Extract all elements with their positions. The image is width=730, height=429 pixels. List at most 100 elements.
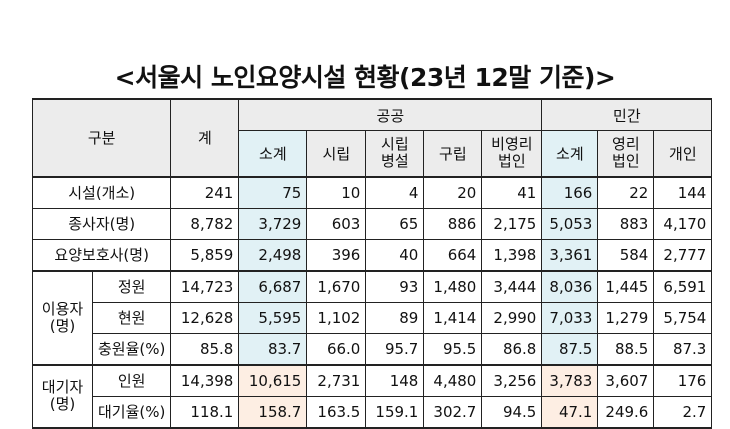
table-cell: 2,731 — [306, 363, 367, 397]
public-col-header: 구립 — [423, 130, 483, 177]
row-label: 정원 — [91, 269, 172, 303]
table-row: 대기율(%) 118.1 158.7 163.5 159.1 302.7 94.5 47.1 2… — [33, 395, 713, 429]
table-cell: 88.5 — [597, 332, 655, 365]
table-cell: 7,033 — [541, 301, 599, 334]
row-label: 시설(개소) — [31, 175, 172, 209]
table-cell: 41 — [481, 175, 543, 209]
page-title: <서울시 노인요양시설 현황(23년 12말 기준)> — [114, 63, 616, 92]
table-cell: 5,754 — [653, 301, 713, 334]
table-cell: 2.7 — [653, 395, 713, 429]
table-cell: 89 — [365, 301, 425, 334]
table-row: 현원 12,628 5,595 1,102 89 1,414 2,990 7,033 1,279… — [33, 301, 713, 334]
table-cell: 93 — [365, 269, 425, 303]
table-cell: 584 — [597, 238, 655, 271]
table-cell: 3,607 — [597, 363, 655, 397]
table-cell: 163.5 — [306, 395, 367, 429]
table-cell: 40 — [365, 238, 425, 271]
row-label: 현원 — [91, 301, 172, 334]
row-label: 대기율(%) — [91, 395, 172, 429]
table-cell: 8,782 — [170, 207, 240, 240]
table-cell: 3,729 — [238, 207, 308, 240]
table-cell: 87.5 — [541, 332, 599, 365]
table-cell: 3,444 — [481, 269, 543, 303]
table-cell: 396 — [306, 238, 367, 271]
public-col-header: 비영리 법인 — [481, 130, 543, 177]
nursing-facility-table: 구분 계 공공 민간 소계 시립 시립 병설 구립 비영리 법인 소계 영리 법인 개인 시설(개소… — [31, 98, 713, 429]
public-col-header: 시립 — [306, 130, 367, 177]
public-col-header: 시립 병설 — [365, 130, 425, 177]
row-label: 충원율(%) — [91, 332, 172, 365]
table-cell: 10 — [306, 175, 367, 209]
table-cell: 148 — [365, 363, 425, 397]
row-label: 요양보호사(명) — [31, 238, 172, 271]
table-row: 대기자 (명) 인원 14,398 10,615 2,731 148 4,480 3,256 3,… — [32, 363, 713, 429]
table-cell: 6,687 — [238, 269, 308, 303]
table-cell: 5,053 — [541, 207, 599, 240]
table-row: 시설(개소) 241 75 10 4 20 41 166 22 144 — [31, 175, 713, 209]
table-cell: 249.6 — [597, 395, 655, 429]
table-cell: 86.8 — [481, 332, 543, 365]
table-cell: 47.1 — [541, 395, 599, 429]
table-cell: 94.5 — [481, 395, 543, 429]
public-col-header: 소계 — [238, 130, 308, 177]
table-cell: 2,777 — [653, 238, 713, 271]
private-header: 민간 — [541, 98, 713, 131]
table-cell: 95.5 — [423, 332, 483, 365]
table-cell: 6,591 — [653, 269, 713, 303]
table-cell: 302.7 — [423, 395, 483, 429]
table-cell: 3,256 — [481, 363, 543, 397]
table-cell: 5,859 — [170, 238, 240, 271]
table-cell: 95.7 — [365, 332, 425, 365]
table-cell: 603 — [306, 207, 367, 240]
table-cell: 5,595 — [238, 301, 308, 334]
table-cell: 22 — [597, 175, 655, 209]
table-cell: 4 — [365, 175, 425, 209]
table-cell: 20 — [423, 175, 483, 209]
table-cell: 10,615 — [238, 363, 308, 397]
table-cell: 14,398 — [170, 363, 240, 397]
table-cell: 1,102 — [306, 301, 367, 334]
table-cell: 2,175 — [481, 207, 543, 240]
table-row: 이용자 (명) 정원 14,723 6,687 1,670 93 1,480 3,444 8,03… — [32, 269, 713, 365]
table-row: 요양보호사(명) 5,859 2,498 396 40 664 1,398 3,361 584 2… — [31, 238, 713, 271]
table-cell: 664 — [423, 238, 483, 271]
table-cell: 14,723 — [170, 269, 240, 303]
public-header: 공공 — [238, 98, 543, 131]
table-cell: 66.0 — [306, 332, 367, 365]
private-col-header: 소계 — [541, 130, 599, 177]
group-label: 대기자 (명) — [32, 363, 93, 429]
private-col-header: 영리 법인 — [597, 130, 655, 177]
table-cell: 8,036 — [541, 269, 599, 303]
table-cell: 4,170 — [653, 207, 713, 240]
table-cell: 3,783 — [541, 363, 599, 397]
table-cell: 118.1 — [170, 395, 240, 429]
table-row: 충원율(%) 85.8 83.7 66.0 95.7 95.5 86.8 87.5 88.5 87… — [33, 332, 713, 365]
table-cell: 1,480 — [423, 269, 483, 303]
table-cell: 1,279 — [597, 301, 655, 334]
table-cell: 3,361 — [541, 238, 599, 271]
private-col-header: 개인 — [653, 130, 713, 177]
table-cell: 65 — [365, 207, 425, 240]
row-label: 종사자(명) — [31, 207, 172, 240]
table-cell: 166 — [541, 175, 599, 209]
table-cell: 883 — [597, 207, 655, 240]
table-cell: 75 — [238, 175, 308, 209]
table-cell: 83.7 — [238, 332, 308, 365]
table-row: 종사자(명) 8,782 3,729 603 65 886 2,175 5,053 883 4,1… — [31, 207, 713, 240]
table-cell: 886 — [423, 207, 483, 240]
table-cell: 87.3 — [653, 332, 713, 365]
table-cell: 241 — [170, 175, 240, 209]
table-cell: 85.8 — [170, 332, 240, 365]
table-cell: 176 — [653, 363, 713, 397]
row-label: 인원 — [91, 363, 172, 397]
table-cell: 1,398 — [481, 238, 543, 271]
table-cell: 2,498 — [238, 238, 308, 271]
total-header: 계 — [170, 98, 240, 177]
table-cell: 144 — [653, 175, 713, 209]
table-cell: 2,990 — [481, 301, 543, 334]
table-cell: 4,480 — [423, 363, 483, 397]
table-cell: 1,445 — [597, 269, 655, 303]
category-header: 구분 — [31, 98, 172, 177]
table-cell: 1,414 — [423, 301, 483, 334]
table-cell: 12,628 — [170, 301, 240, 334]
